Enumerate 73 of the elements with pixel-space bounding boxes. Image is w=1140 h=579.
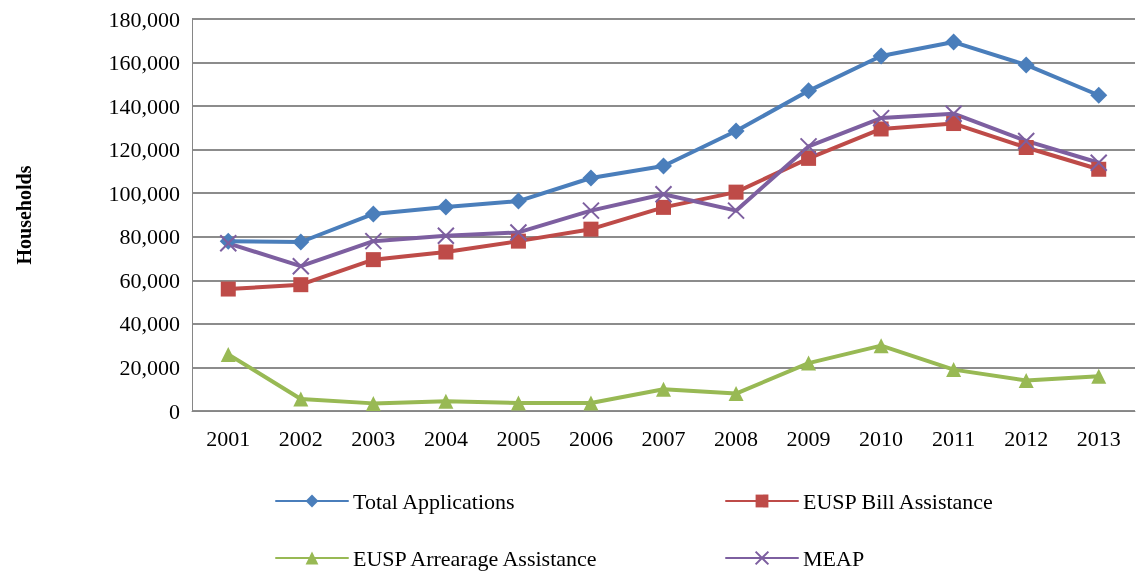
x-tick-label: 2005	[496, 425, 541, 451]
point	[365, 252, 381, 268]
point	[582, 169, 600, 187]
x-tick-label: 2010	[859, 425, 904, 451]
x-tick-label: 2008	[714, 425, 759, 451]
point	[728, 184, 744, 200]
point	[438, 393, 454, 409]
y-tick-label: 180,000	[108, 6, 180, 32]
y-tick-label: 60,000	[119, 267, 180, 293]
point	[944, 104, 963, 123]
point	[510, 395, 526, 411]
point	[872, 47, 890, 65]
y-axis-title: Households	[13, 165, 35, 265]
x-tick-label: 2012	[1004, 425, 1049, 451]
point	[364, 205, 382, 223]
point	[801, 355, 817, 371]
point	[291, 257, 310, 276]
point	[583, 221, 599, 237]
y-tick-label: 140,000	[108, 93, 180, 119]
point	[727, 201, 746, 220]
point	[583, 395, 599, 411]
point	[581, 201, 600, 220]
point	[1090, 86, 1108, 104]
x-tick-label: 2007	[641, 425, 686, 451]
point	[1017, 131, 1036, 150]
y-tick-label: 80,000	[119, 224, 180, 250]
point	[655, 157, 672, 175]
point	[656, 381, 671, 397]
x-tick-label: 2013	[1076, 425, 1121, 451]
point	[654, 185, 673, 204]
point	[438, 244, 454, 260]
y-tick-label: 0	[169, 398, 180, 424]
point	[873, 338, 889, 354]
point	[946, 362, 962, 378]
x-tick-label: 2011	[932, 425, 976, 451]
y-tick-label: 160,000	[108, 50, 180, 76]
point	[436, 226, 455, 245]
point	[727, 122, 745, 140]
point	[945, 33, 963, 51]
point	[293, 277, 309, 293]
point	[728, 386, 744, 402]
y-tick-label: 100,000	[108, 180, 180, 206]
point	[872, 109, 891, 128]
point	[799, 137, 818, 156]
x-tick-label: 2001	[206, 425, 251, 451]
x-tick-label: 2006	[568, 425, 613, 451]
point	[801, 150, 817, 166]
x-tick-label: 2002	[278, 425, 323, 451]
legend-label: EUSP Bill Assistance	[803, 488, 993, 514]
y-tick-label: 120,000	[108, 137, 180, 163]
point	[509, 223, 528, 242]
point	[1017, 56, 1035, 74]
point	[364, 232, 383, 251]
y-tick-label: 20,000	[119, 354, 180, 380]
point	[293, 391, 309, 407]
legend-label: Total Applications	[353, 488, 515, 514]
point	[509, 192, 527, 210]
point	[365, 395, 381, 411]
x-tick-label: 2003	[351, 425, 396, 451]
legend-label: EUSP Arrearage Assistance	[353, 545, 597, 571]
point	[437, 198, 455, 216]
point	[656, 199, 671, 215]
point	[1089, 153, 1108, 172]
point	[220, 346, 236, 362]
x-tick-label: 2004	[423, 425, 468, 451]
point	[292, 233, 310, 251]
point	[800, 82, 818, 100]
point	[220, 281, 236, 297]
point	[1018, 373, 1034, 389]
y-tick-label: 40,000	[119, 311, 180, 337]
legend-label: MEAP	[803, 545, 865, 571]
point	[1091, 368, 1107, 384]
x-tick-label: 2009	[786, 425, 831, 451]
